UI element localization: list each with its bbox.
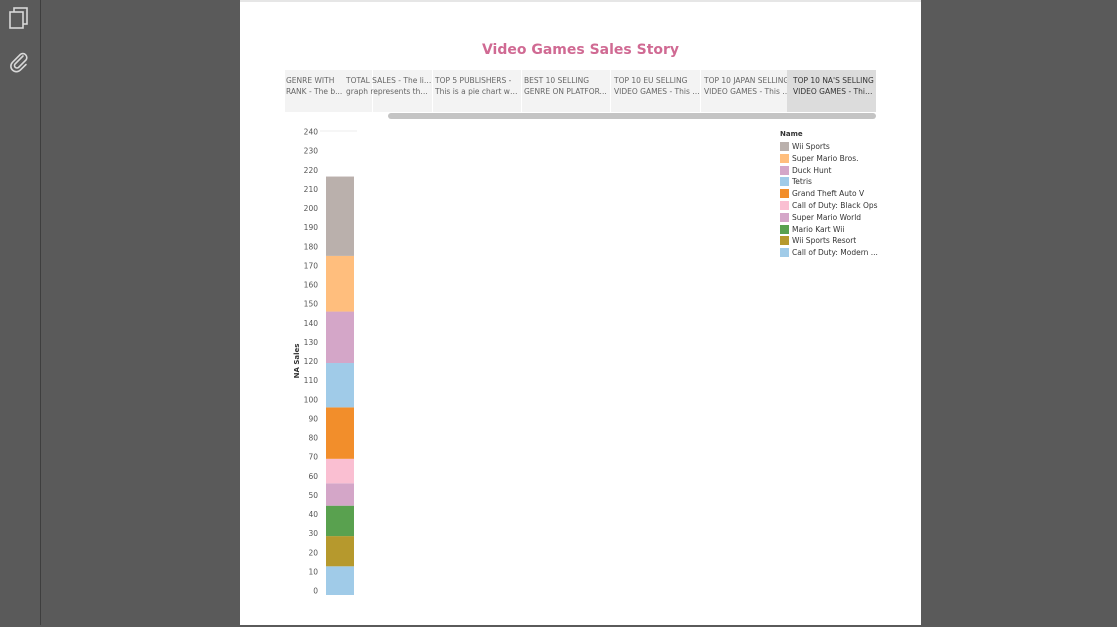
y-tick-label: 180 xyxy=(304,242,319,251)
legend-swatch xyxy=(780,177,789,187)
legend-item[interactable]: Tetris xyxy=(780,176,890,188)
legend-item[interactable]: Grand Theft Auto V xyxy=(780,188,890,200)
legend-label: Wii Sports Resort xyxy=(792,236,857,246)
legend-item[interactable]: Super Mario Bros. xyxy=(780,153,890,165)
story-title: Video Games Sales Story xyxy=(481,42,680,58)
y-tick-label: 160 xyxy=(304,281,319,290)
story-navigator: GENRE WITH RANK - The b... TOTAL SALES -… xyxy=(285,70,876,112)
y-tick-label: 230 xyxy=(304,147,319,156)
left-toolbar xyxy=(0,0,41,625)
y-tick-label: 120 xyxy=(304,357,319,366)
y-axis-ticks: 0 10 20 30 40 50 60 70 80 90 100 110 120 130 140 150 160… xyxy=(304,128,319,596)
legend-item[interactable]: Mario Kart Wii xyxy=(780,224,890,236)
y-tick-label: 20 xyxy=(308,548,318,557)
bar-segment[interactable] xyxy=(326,176,354,256)
y-tick-label: 210 xyxy=(304,185,319,194)
story-point-top-na[interactable]: TOP 10 NA'S SELLING VIDEO GAMES - This i… xyxy=(787,70,876,112)
story-page: Video Games Sales Story GENRE WITH RANK … xyxy=(240,0,921,625)
y-tick-label: 90 xyxy=(308,414,318,423)
y-tick-label: 30 xyxy=(308,529,318,538)
y-tick-label: 130 xyxy=(304,338,319,347)
legend-title: Name xyxy=(780,130,803,138)
legend-swatch xyxy=(780,165,789,175)
legend-swatch xyxy=(780,189,789,199)
y-tick-label: 200 xyxy=(304,204,319,213)
legend-item[interactable]: Super Mario World xyxy=(780,212,890,224)
legend-label: Super Mario Bros. xyxy=(792,153,859,163)
y-tick-label: 60 xyxy=(308,472,318,481)
story-point-best-genre[interactable]: BEST 10 SELLING GENRE ON PLATFOR... xyxy=(523,70,611,112)
y-tick-label: 220 xyxy=(304,166,319,175)
legend-swatch xyxy=(780,236,789,246)
pages-icon[interactable] xyxy=(7,6,31,30)
legend-swatch xyxy=(780,142,789,151)
legend-swatch xyxy=(780,153,789,163)
legend-label: Super Mario World xyxy=(792,212,862,222)
legend-item[interactable]: Wii Sports xyxy=(780,141,890,153)
attachment-icon[interactable] xyxy=(7,50,31,74)
bar-segment[interactable] xyxy=(326,407,354,459)
legend: Name Wii Sports Super Mario Bros. Duck Hun… xyxy=(780,130,890,259)
bar-segment[interactable] xyxy=(326,458,354,484)
legend-item[interactable]: Wii Sports Resort xyxy=(780,235,890,247)
bar-segment[interactable] xyxy=(326,363,354,408)
legend-label: Mario Kart Wii xyxy=(792,224,845,234)
na-sales-chart: NA Sales 0 10 20 30 40 50 60 70 80 90 100 110 120 130… xyxy=(293,128,357,596)
legend-swatch xyxy=(780,224,789,234)
y-tick-label: 150 xyxy=(304,300,319,309)
story-scrollbar[interactable] xyxy=(388,113,876,119)
legend-item[interactable]: Call of Duty: Modern ... xyxy=(780,247,890,259)
legend-label: Duck Hunt xyxy=(792,165,832,175)
legend-swatch xyxy=(780,248,789,258)
y-tick-label: 0 xyxy=(313,587,318,596)
y-axis-title: NA Sales xyxy=(293,344,301,379)
bar-segment[interactable] xyxy=(326,483,354,506)
y-tick-label: 170 xyxy=(304,261,319,270)
legend-label: Call of Duty: Modern ... xyxy=(792,248,878,258)
bar-segment[interactable] xyxy=(326,505,354,537)
y-tick-label: 190 xyxy=(304,223,319,232)
y-tick-label: 80 xyxy=(308,434,318,443)
y-tick-label: 40 xyxy=(308,510,318,519)
legend-label: Call of Duty: Black Ops xyxy=(792,200,878,210)
legend-label: Wii Sports xyxy=(792,142,830,151)
y-tick-label: 70 xyxy=(308,453,318,462)
y-tick-label: 240 xyxy=(304,128,319,137)
bar-segment[interactable] xyxy=(326,536,354,567)
story-point-total-sales[interactable]: TOTAL SALES - The line graph represents … xyxy=(345,70,433,112)
legend-items: Wii Sports Super Mario Bros. Duck Hunt Tetr… xyxy=(780,141,890,259)
y-tick-label: 140 xyxy=(304,319,319,328)
stacked-bar xyxy=(326,176,354,595)
legend-item[interactable]: Call of Duty: Black Ops xyxy=(780,200,890,212)
y-tick-label: 10 xyxy=(308,567,318,576)
story-point-top-publishers[interactable]: TOP 5 PUBLISHERS - This is a pie chart w… xyxy=(434,70,522,112)
legend-label: Grand Theft Auto V xyxy=(792,189,865,199)
bar-segment[interactable] xyxy=(326,566,354,595)
y-tick-label: 110 xyxy=(304,376,319,385)
story-point-genre-rank[interactable]: GENRE WITH RANK - The b... xyxy=(285,70,373,112)
story-point-top-eu[interactable]: TOP 10 EU SELLING VIDEO GAMES - This i..… xyxy=(613,70,701,112)
bar-segment[interactable] xyxy=(326,255,354,312)
legend-swatch xyxy=(780,212,789,222)
bar-segment[interactable] xyxy=(326,311,354,364)
y-tick-label: 100 xyxy=(304,395,319,404)
legend-item[interactable]: Duck Hunt xyxy=(780,165,890,177)
legend-swatch xyxy=(780,200,789,210)
y-tick-label: 50 xyxy=(308,491,318,500)
legend-label: Tetris xyxy=(792,177,812,187)
